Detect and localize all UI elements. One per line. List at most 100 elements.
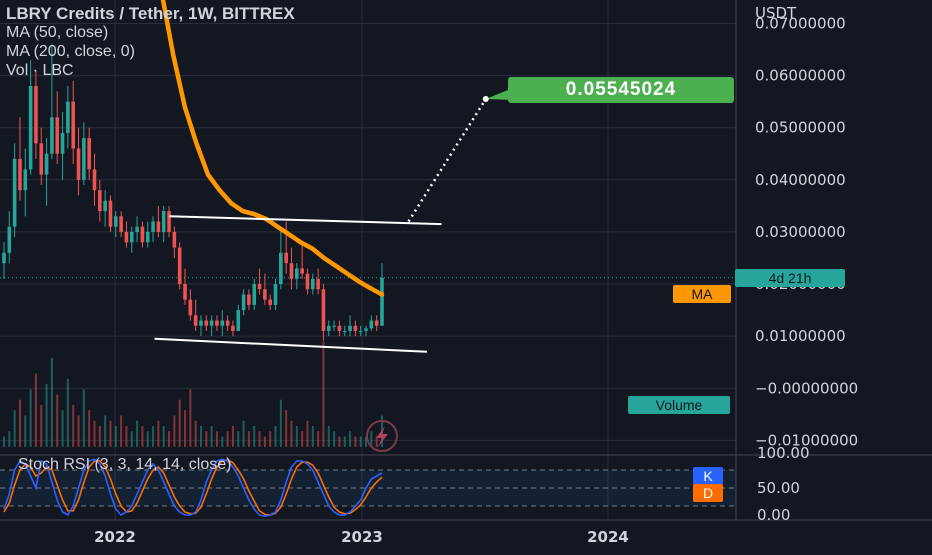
candle-body [204,320,209,326]
candle-body [129,231,134,243]
volume-bar [189,389,192,447]
stoch-tick-label: 0.00 [757,506,790,524]
volume-bar [125,426,128,447]
trend-lines [154,90,512,353]
time-tick-label: 2023 [341,528,383,546]
price-tick-label: 0.01000000 [755,327,846,345]
volume-bar [295,426,298,447]
candle-body [145,231,150,243]
volume-bar [242,420,245,447]
candle-body [82,138,86,180]
candle-body [151,221,155,232]
candle-body [215,320,219,326]
price-tick-label: 0.06000000 [755,67,846,85]
volume-bar [354,436,357,447]
volume-bar [40,405,43,447]
price-tick-label: −0.01000000 [755,431,858,449]
volume-bar [258,431,261,447]
candle-body [193,315,198,326]
volume-bars [3,342,398,452]
candle-body [50,117,54,154]
volume-bar [72,405,75,447]
volume-bar [375,436,378,447]
candle-body [326,325,331,331]
candle-body [247,294,251,305]
stoch-rsi-pane [0,458,736,518]
volume-bar [162,426,165,447]
volume-bar [215,431,218,447]
callout-pointer [485,90,512,100]
volume-bar [221,436,224,447]
volume-bar [365,436,368,447]
volume-bar [120,415,123,447]
candle-body [231,325,235,331]
grid [0,0,932,521]
volume-bar [66,378,69,447]
candle-body [273,284,278,305]
stoch-k-badge: K [693,467,723,485]
volume-bar [205,431,208,447]
volume-bar [247,431,250,447]
volume-bar [237,431,240,447]
target-price-callout: 0.05545024 [508,77,734,103]
volume-bar [317,431,320,447]
candle-body [12,158,17,227]
stoch-k-line [3,458,383,518]
volume-bar [274,426,277,447]
volume-bar [77,415,80,447]
candle-body [34,85,38,144]
volume-bar [157,420,160,447]
candle-body [124,231,129,243]
candle-body [321,289,326,331]
volume-bar [263,436,266,447]
volume-bar [104,415,107,447]
volume-bar [146,431,149,447]
volume-bar [301,431,304,447]
volume-bar [199,426,202,447]
candle-body [161,211,166,232]
volume-bar [343,436,346,447]
price-tick-label: 0.04000000 [755,171,846,189]
volume-bar [152,426,155,447]
candle-body [177,247,182,285]
volume-bar [290,420,293,447]
time-tick-label: 2024 [587,528,629,546]
candle-body [295,268,299,279]
volume-bar [109,420,112,447]
volume-bar [24,415,27,447]
candle-body [337,325,342,331]
candle-body [236,310,241,331]
volume-bar [50,357,53,447]
volume-bar [311,426,314,447]
price-tick-label: 0.05000000 [755,119,846,137]
candle-body [380,277,384,326]
candle-body [209,320,214,326]
candle-body [76,148,81,180]
candle-body [140,226,145,243]
volume-bar [13,410,16,447]
candle-body [220,320,225,326]
resistance-line [169,215,442,226]
candle-body [60,132,65,154]
candle-body [114,216,118,227]
volume-bar [279,399,282,447]
candle-body [98,190,102,212]
volume-bar [136,420,139,447]
volume-bar [333,431,336,447]
ma-curve [160,0,385,297]
watermark-icon [366,420,398,452]
candle-body [332,325,336,327]
candle-body [2,252,6,264]
ma-line [160,0,385,297]
candle-body [18,158,22,191]
volume-bar [210,426,213,447]
volume-bar [168,431,171,447]
volume-bar [29,389,32,447]
candle-body [55,117,60,154]
candles [2,44,384,342]
candle-body [358,330,363,332]
volume-bar [56,394,59,447]
